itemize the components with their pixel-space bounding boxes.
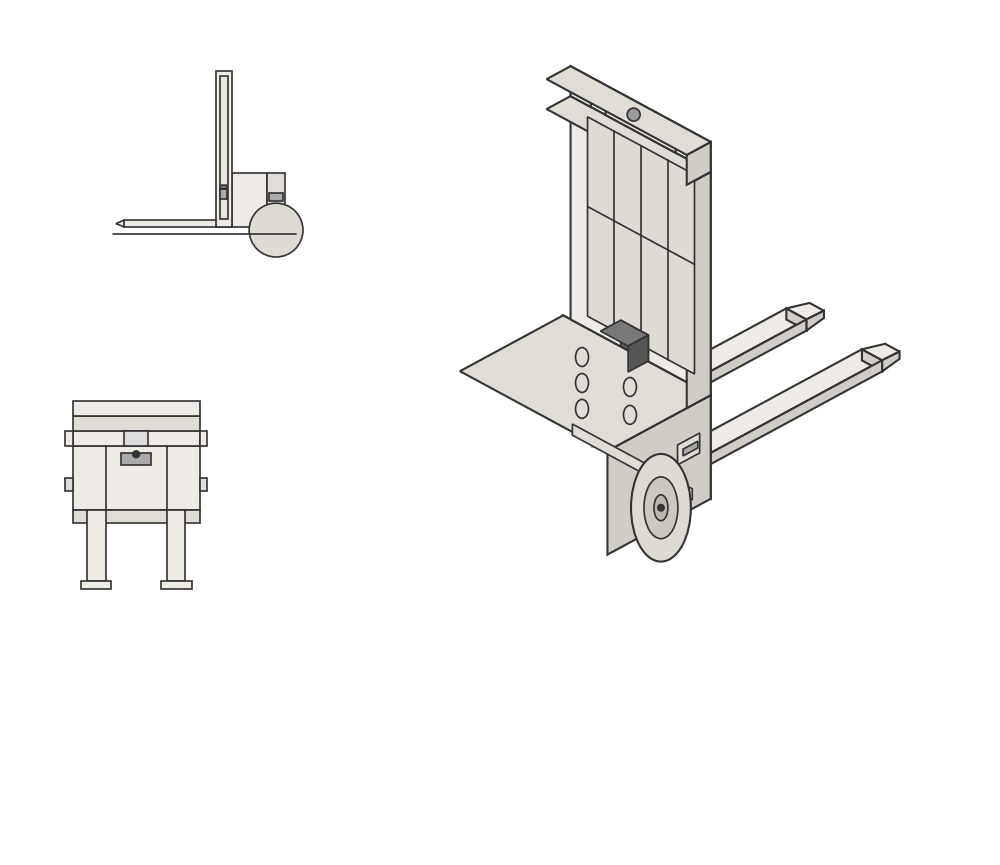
Polygon shape xyxy=(65,431,73,446)
Polygon shape xyxy=(678,433,700,465)
Polygon shape xyxy=(807,311,824,330)
Polygon shape xyxy=(607,395,711,554)
Polygon shape xyxy=(269,193,283,202)
Polygon shape xyxy=(267,173,285,227)
Polygon shape xyxy=(73,509,200,523)
Polygon shape xyxy=(648,349,882,476)
Polygon shape xyxy=(73,446,200,509)
Polygon shape xyxy=(882,351,900,371)
Polygon shape xyxy=(593,319,807,446)
Polygon shape xyxy=(65,478,73,491)
Polygon shape xyxy=(200,431,207,446)
Polygon shape xyxy=(73,431,200,446)
Polygon shape xyxy=(547,96,711,185)
Polygon shape xyxy=(571,96,711,395)
Polygon shape xyxy=(124,431,148,446)
Polygon shape xyxy=(87,509,106,581)
Polygon shape xyxy=(220,189,227,199)
Polygon shape xyxy=(786,303,824,319)
Polygon shape xyxy=(81,581,111,589)
Polygon shape xyxy=(687,172,711,408)
Polygon shape xyxy=(862,349,882,371)
Polygon shape xyxy=(200,478,207,491)
Polygon shape xyxy=(621,320,648,361)
Polygon shape xyxy=(572,309,807,435)
Polygon shape xyxy=(124,220,232,227)
Polygon shape xyxy=(628,335,648,372)
Polygon shape xyxy=(687,142,711,185)
Polygon shape xyxy=(572,424,692,500)
Circle shape xyxy=(249,203,303,257)
Ellipse shape xyxy=(644,477,678,539)
Ellipse shape xyxy=(631,454,691,561)
Polygon shape xyxy=(563,316,711,499)
Polygon shape xyxy=(588,117,694,374)
Circle shape xyxy=(627,108,640,121)
Polygon shape xyxy=(73,416,200,431)
Polygon shape xyxy=(460,316,711,451)
Polygon shape xyxy=(862,343,900,360)
Polygon shape xyxy=(547,67,711,155)
Polygon shape xyxy=(786,309,807,330)
Polygon shape xyxy=(73,401,200,416)
Polygon shape xyxy=(220,76,228,219)
Polygon shape xyxy=(121,453,151,465)
Polygon shape xyxy=(232,173,267,227)
Ellipse shape xyxy=(654,495,668,521)
Circle shape xyxy=(132,450,140,458)
Polygon shape xyxy=(571,67,711,172)
Polygon shape xyxy=(220,185,227,189)
Polygon shape xyxy=(216,71,232,227)
Polygon shape xyxy=(161,581,192,589)
Polygon shape xyxy=(167,509,185,581)
Polygon shape xyxy=(668,360,882,487)
Polygon shape xyxy=(600,320,648,346)
Polygon shape xyxy=(116,220,124,227)
Circle shape xyxy=(657,503,665,512)
Polygon shape xyxy=(683,441,698,456)
